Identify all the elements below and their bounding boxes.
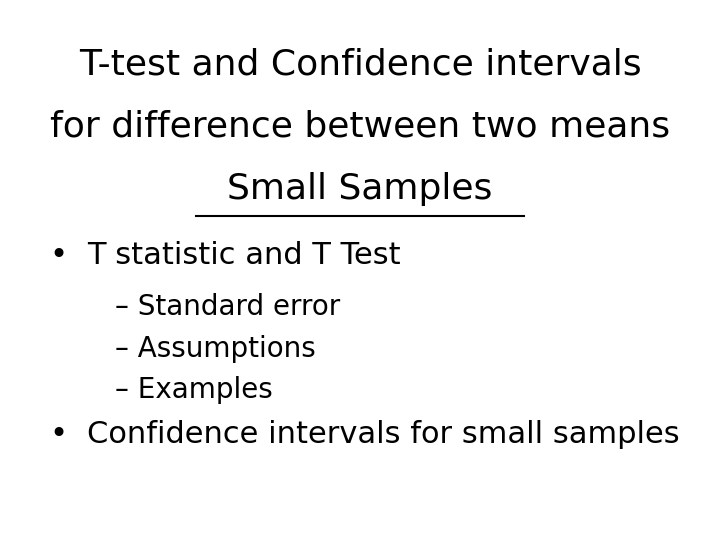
Text: Small Samples: Small Samples [228, 172, 492, 206]
Text: •: • [49, 420, 67, 449]
Text: – Assumptions: – Assumptions [114, 335, 315, 363]
Text: for difference between two means: for difference between two means [50, 109, 670, 143]
Text: T statistic and T Test: T statistic and T Test [87, 241, 400, 271]
Text: – Examples: – Examples [114, 376, 272, 404]
Text: T-test and Confidence intervals: T-test and Confidence intervals [78, 47, 642, 81]
Text: Confidence intervals for small samples: Confidence intervals for small samples [87, 420, 680, 449]
Text: •: • [49, 241, 67, 271]
Text: – Standard error: – Standard error [114, 293, 340, 321]
